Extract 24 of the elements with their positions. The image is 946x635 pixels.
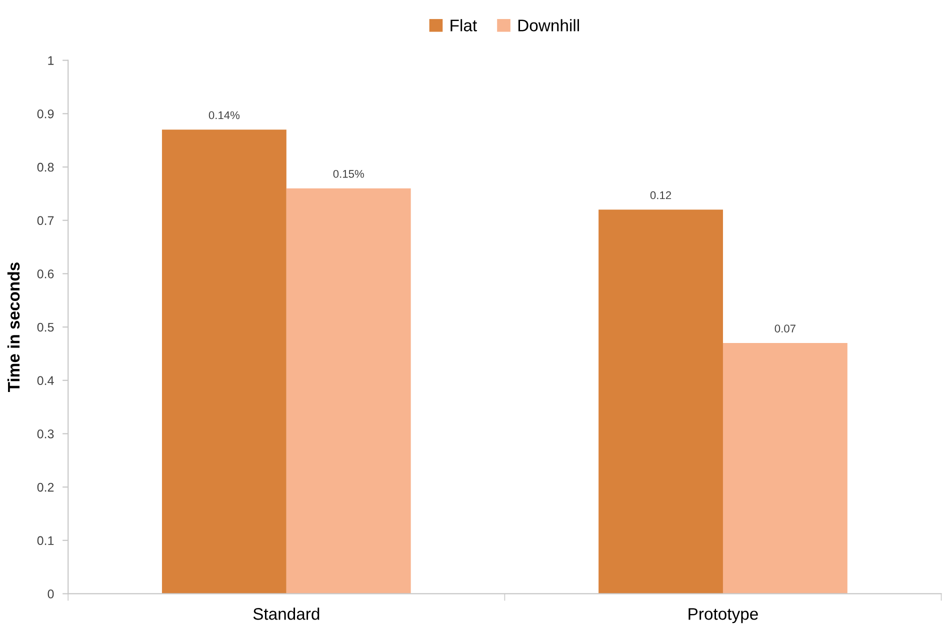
annotation: 0.12 [650,191,672,200]
y-tick-label: 0.8 [37,162,54,172]
y-tick-label: 0 [48,590,54,598]
y-tick-label: 0.4 [37,376,54,386]
y-tick-label: 0.6 [37,269,54,278]
bar [162,130,286,594]
bar [598,210,723,594]
y-tick-label: 0.1 [37,536,54,546]
y-tick-label: 0.3 [37,430,54,438]
annotation: 0.15% [333,170,364,178]
y-tick-label: 0.5 [37,322,54,332]
x-tick-label: Standard [253,608,320,620]
x-tick-label: Prototype [688,608,758,624]
annotation: 0.07 [774,324,796,332]
y-tick-label: 0.9 [37,109,54,118]
bar [722,343,848,594]
y-tick-label: 0.2 [37,482,54,492]
bar [286,188,411,594]
y-tick-label: 1 [48,56,54,65]
legend-label: Downhill [518,19,579,32]
legend-label: Flat [450,19,477,32]
y-axis-title: Time in seconds [7,262,20,392]
y-tick-label: 0.7 [37,216,54,225]
annotation: 0.14% [208,111,240,120]
